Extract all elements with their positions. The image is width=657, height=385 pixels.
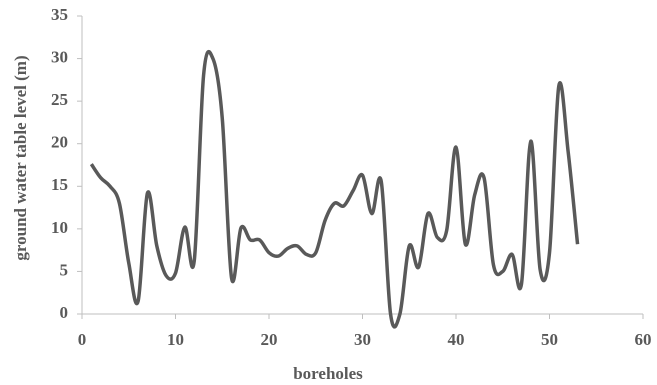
y-tick-label: 5 <box>60 260 69 279</box>
y-tick-label: 20 <box>51 133 68 152</box>
y-tick-label: 35 <box>51 5 68 24</box>
y-tick-label: 15 <box>51 175 68 194</box>
y-tick-label: 25 <box>51 90 68 109</box>
y-tick-label: 0 <box>60 303 69 322</box>
x-tick-label: 60 <box>635 330 652 349</box>
x-tick-label: 10 <box>167 330 184 349</box>
y-tick-label: 10 <box>51 218 68 237</box>
x-tick-label: 30 <box>354 330 371 349</box>
y-axis-label: ground water table level (m) <box>11 55 30 260</box>
x-axis-label: boreholes <box>293 364 363 383</box>
data-line <box>89 50 580 329</box>
x-tick-label: 40 <box>448 330 465 349</box>
x-tick-label: 50 <box>541 330 558 349</box>
y-tick-label: 30 <box>51 47 68 66</box>
x-tick-label: 0 <box>78 330 87 349</box>
x-tick-label: 20 <box>261 330 278 349</box>
